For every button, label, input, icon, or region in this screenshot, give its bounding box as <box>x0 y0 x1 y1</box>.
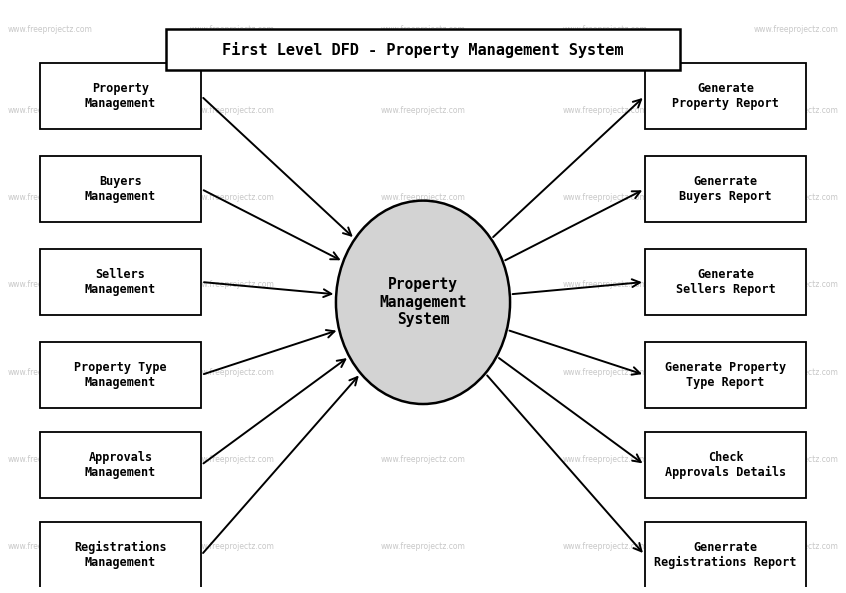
FancyBboxPatch shape <box>645 522 806 588</box>
Text: www.freeprojectz.com: www.freeprojectz.com <box>563 193 648 202</box>
Text: www.freeprojectz.com: www.freeprojectz.com <box>8 106 92 115</box>
Text: Registrations
Management: Registrations Management <box>74 541 167 569</box>
Text: www.freeprojectz.com: www.freeprojectz.com <box>190 106 275 115</box>
FancyBboxPatch shape <box>40 522 201 588</box>
Text: Generate
Sellers Report: Generate Sellers Report <box>676 268 776 296</box>
Text: Generrate
Buyers Report: Generrate Buyers Report <box>679 175 772 203</box>
Text: www.freeprojectz.com: www.freeprojectz.com <box>563 25 648 34</box>
Ellipse shape <box>336 200 510 404</box>
FancyBboxPatch shape <box>645 432 806 499</box>
Text: Check
Approvals Details: Check Approvals Details <box>665 451 786 479</box>
Text: www.freeprojectz.com: www.freeprojectz.com <box>381 280 465 289</box>
Text: www.freeprojectz.com: www.freeprojectz.com <box>754 455 838 464</box>
Text: www.freeprojectz.com: www.freeprojectz.com <box>381 25 465 34</box>
Text: Generate
Property Report: Generate Property Report <box>673 82 779 110</box>
Text: Property Type
Management: Property Type Management <box>74 361 167 389</box>
FancyBboxPatch shape <box>40 248 201 315</box>
Text: www.freeprojectz.com: www.freeprojectz.com <box>381 193 465 202</box>
Text: www.freeprojectz.com: www.freeprojectz.com <box>563 106 648 115</box>
Text: www.freeprojectz.com: www.freeprojectz.com <box>8 25 92 34</box>
Text: www.freeprojectz.com: www.freeprojectz.com <box>563 368 648 377</box>
Text: Generrate
Registrations Report: Generrate Registrations Report <box>654 541 797 569</box>
Text: www.freeprojectz.com: www.freeprojectz.com <box>381 106 465 115</box>
Text: www.freeprojectz.com: www.freeprojectz.com <box>754 542 838 551</box>
Text: www.freeprojectz.com: www.freeprojectz.com <box>381 368 465 377</box>
Text: www.freeprojectz.com: www.freeprojectz.com <box>563 542 648 551</box>
FancyBboxPatch shape <box>166 28 680 71</box>
FancyBboxPatch shape <box>645 342 806 409</box>
Text: www.freeprojectz.com: www.freeprojectz.com <box>8 280 92 289</box>
Text: www.freeprojectz.com: www.freeprojectz.com <box>190 368 275 377</box>
Text: Approvals
Management: Approvals Management <box>85 451 156 479</box>
Text: www.freeprojectz.com: www.freeprojectz.com <box>754 193 838 202</box>
Text: Property
Management: Property Management <box>85 82 156 110</box>
Text: www.freeprojectz.com: www.freeprojectz.com <box>563 455 648 464</box>
Text: www.freeprojectz.com: www.freeprojectz.com <box>754 280 838 289</box>
FancyBboxPatch shape <box>645 248 806 315</box>
Text: www.freeprojectz.com: www.freeprojectz.com <box>8 193 92 202</box>
Text: www.freeprojectz.com: www.freeprojectz.com <box>754 25 838 34</box>
Text: www.freeprojectz.com: www.freeprojectz.com <box>190 280 275 289</box>
Text: www.freeprojectz.com: www.freeprojectz.com <box>563 280 648 289</box>
Text: www.freeprojectz.com: www.freeprojectz.com <box>190 455 275 464</box>
Text: Buyers
Management: Buyers Management <box>85 175 156 203</box>
Text: Property
Management
System: Property Management System <box>379 278 467 327</box>
FancyBboxPatch shape <box>40 432 201 499</box>
FancyBboxPatch shape <box>645 155 806 222</box>
FancyBboxPatch shape <box>40 63 201 129</box>
FancyBboxPatch shape <box>40 155 201 222</box>
FancyBboxPatch shape <box>40 342 201 409</box>
Text: www.freeprojectz.com: www.freeprojectz.com <box>190 25 275 34</box>
Text: www.freeprojectz.com: www.freeprojectz.com <box>754 106 838 115</box>
Text: Generate Property
Type Report: Generate Property Type Report <box>665 361 786 389</box>
Text: www.freeprojectz.com: www.freeprojectz.com <box>190 193 275 202</box>
Text: www.freeprojectz.com: www.freeprojectz.com <box>754 368 838 377</box>
Text: Sellers
Management: Sellers Management <box>85 268 156 296</box>
FancyBboxPatch shape <box>645 63 806 129</box>
Text: www.freeprojectz.com: www.freeprojectz.com <box>190 542 275 551</box>
Text: www.freeprojectz.com: www.freeprojectz.com <box>8 542 92 551</box>
Text: www.freeprojectz.com: www.freeprojectz.com <box>381 542 465 551</box>
Text: www.freeprojectz.com: www.freeprojectz.com <box>381 455 465 464</box>
Text: www.freeprojectz.com: www.freeprojectz.com <box>8 455 92 464</box>
Text: First Level DFD - Property Management System: First Level DFD - Property Management Sy… <box>222 42 624 58</box>
Text: www.freeprojectz.com: www.freeprojectz.com <box>8 368 92 377</box>
